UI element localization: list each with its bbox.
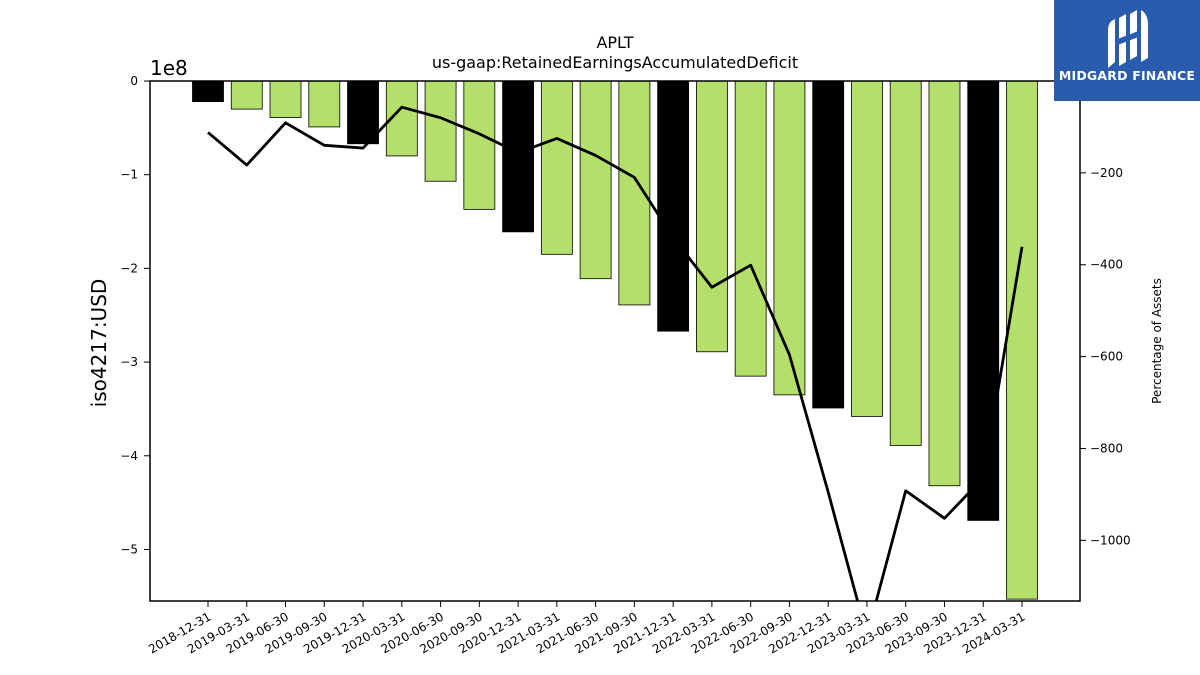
logo-mark-icon — [1108, 10, 1148, 68]
chart-subtitle: us-gaap:RetainedEarningsAccumulatedDefic… — [432, 53, 798, 72]
bars-group — [192, 80, 1038, 600]
y2-tick-label: −200 — [1090, 166, 1123, 180]
y2-tick-label: −400 — [1090, 258, 1123, 272]
bar-2021-03-31 — [540, 80, 573, 255]
y-tick-label: −2 — [120, 261, 138, 275]
y-axis-label: iso4217:USD — [87, 279, 111, 408]
bar-2018-12-31 — [192, 80, 224, 103]
bar-2019-06-30 — [269, 80, 302, 118]
chart-title: APLT — [596, 33, 633, 52]
plot-frame — [149, 80, 1081, 602]
y2-tick-label: −800 — [1090, 441, 1123, 455]
bar-2022-03-31 — [696, 80, 728, 353]
bar-2019-12-31 — [347, 80, 379, 145]
y-ticks: 0 −1 −2 −3 −4 −5 — [120, 74, 150, 556]
bar-2020-06-30 — [424, 80, 457, 182]
line-group — [207, 105, 1024, 601]
y-tick-label: −3 — [120, 355, 138, 369]
bar-2020-09-30 — [463, 80, 496, 210]
y-tick-label: −1 — [120, 168, 138, 182]
bar-2023-06-30 — [889, 80, 922, 446]
y-tick-label: 0 — [130, 74, 138, 88]
bar-2023-09-30 — [928, 80, 961, 487]
bar-2019-09-30 — [308, 80, 341, 128]
y2-tick-label: −600 — [1090, 350, 1123, 364]
bar-2022-06-30 — [734, 80, 767, 377]
y2-tick-label: −1000 — [1090, 533, 1131, 547]
bar-2023-12-31 — [967, 80, 1000, 521]
brand-logo: MIDGARD FINANCE — [1054, 0, 1200, 101]
bar-2021-06-30 — [579, 80, 612, 280]
bar-2022-09-30 — [773, 80, 806, 396]
y-tick-label: −4 — [120, 449, 138, 463]
y2-axis-label: Percentage of Assets — [1150, 278, 1164, 404]
y2-ticks: −200 −400 −600 −800 −1000 — [1080, 166, 1131, 547]
x-ticks: 2018-12-312019-03-312019-06-302019-09-30… — [146, 601, 1028, 656]
bar-2019-03-31 — [230, 80, 263, 110]
bar-2024-03-31 — [1006, 80, 1038, 600]
bar-2022-12-31 — [812, 80, 845, 409]
y-offset-label: 1e8 — [150, 56, 188, 80]
bar-2023-03-31 — [851, 80, 883, 417]
bar-2020-12-31 — [502, 80, 535, 233]
bar-2021-12-31 — [657, 80, 690, 332]
logo-text: MIDGARD FINANCE — [1058, 68, 1196, 83]
percentage-line — [207, 105, 1024, 601]
y-tick-label: −5 — [120, 542, 138, 556]
